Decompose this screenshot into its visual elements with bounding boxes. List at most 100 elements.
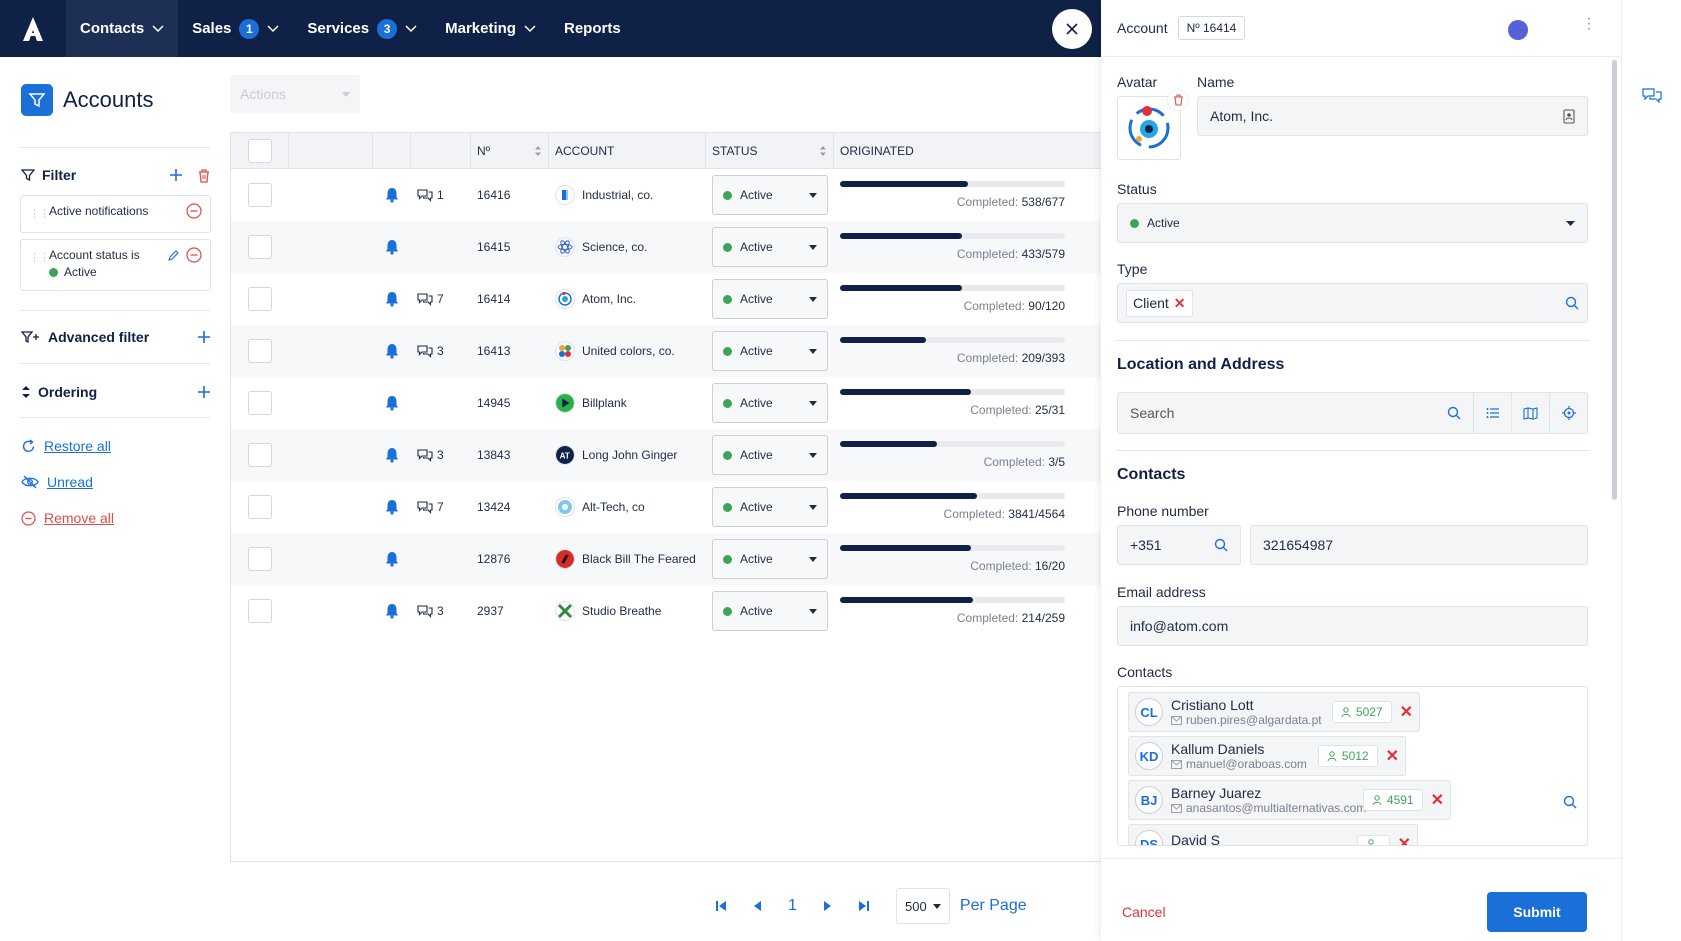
- bell-icon[interactable]: [385, 499, 399, 515]
- first-page-icon[interactable]: [715, 900, 727, 912]
- status-select[interactable]: Active: [712, 331, 828, 371]
- status-select[interactable]: Active: [712, 539, 828, 579]
- row-checkbox[interactable]: [248, 599, 272, 623]
- header-originated[interactable]: ORIGINATED: [834, 133, 1100, 169]
- remove-circle-icon[interactable]: [186, 203, 202, 219]
- drag-handle-icon[interactable]: ⋮⋮: [29, 208, 50, 220]
- bell-icon[interactable]: [385, 447, 399, 463]
- table-row[interactable]: 3 16413 United colors, co. Active Comple…: [231, 325, 1101, 377]
- ordering-row[interactable]: Ordering: [21, 384, 211, 400]
- list-icon[interactable]: [1473, 393, 1511, 433]
- row-checkbox[interactable]: [248, 339, 272, 363]
- locate-icon[interactable]: [1549, 393, 1587, 433]
- account-cell[interactable]: Black Bill The Feared: [549, 533, 706, 585]
- bell-icon[interactable]: [385, 239, 399, 255]
- sort-icon[interactable]: [534, 145, 542, 157]
- status-select[interactable]: Active: [712, 227, 828, 267]
- comments-cell[interactable]: [411, 221, 471, 273]
- edit-pencil-icon[interactable]: [167, 249, 180, 262]
- bell-icon[interactable]: [385, 603, 399, 619]
- header-no[interactable]: Nº: [471, 133, 549, 169]
- contacts-list[interactable]: CL Cristiano Lott ruben.pires@algardata.…: [1117, 686, 1588, 846]
- add-ordering-button[interactable]: [197, 385, 211, 399]
- user-avatar[interactable]: [1508, 20, 1528, 40]
- table-row[interactable]: 3 2937 Studio Breathe Active Completed: …: [231, 585, 1101, 637]
- account-cell[interactable]: United colors, co.: [549, 325, 706, 377]
- next-page-icon[interactable]: [823, 900, 832, 912]
- table-row[interactable]: 1 16416 Industrial, co. Active Completed…: [231, 169, 1101, 221]
- actions-dropdown[interactable]: Actions: [230, 75, 360, 113]
- table-row[interactable]: 12876 Black Bill The Feared Active Compl…: [231, 533, 1101, 585]
- comments-cell[interactable]: 7: [411, 481, 471, 533]
- account-cell[interactable]: AT Long John Ginger: [549, 429, 706, 481]
- phone-code-select[interactable]: +351: [1117, 525, 1241, 565]
- comments-cell[interactable]: [411, 533, 471, 585]
- type-tag[interactable]: Client ✕: [1126, 289, 1193, 317]
- prev-page-icon[interactable]: [753, 900, 762, 912]
- bell-icon[interactable]: [385, 291, 399, 307]
- email-input[interactable]: info@atom.com: [1117, 606, 1588, 646]
- status-select[interactable]: Active: [712, 383, 828, 423]
- address-search[interactable]: Search: [1117, 392, 1588, 434]
- search-icon[interactable]: [1565, 296, 1579, 310]
- comments-cell[interactable]: [411, 377, 471, 429]
- chat-icon[interactable]: [1642, 87, 1662, 105]
- remove-contact-icon[interactable]: ✕: [1430, 792, 1444, 809]
- row-checkbox[interactable]: [248, 547, 272, 571]
- row-checkbox[interactable]: [248, 495, 272, 519]
- kebab-menu-icon[interactable]: ⋮: [1582, 15, 1596, 31]
- add-filter-button[interactable]: [169, 168, 183, 182]
- drag-handle-icon[interactable]: ⋮⋮: [29, 252, 50, 264]
- search-icon[interactable]: [1563, 795, 1577, 809]
- nav-sales[interactable]: Sales 1: [178, 0, 293, 57]
- filter-chip-status[interactable]: ⋮⋮ Account status is Active: [20, 239, 211, 291]
- comments-cell[interactable]: 3: [411, 585, 471, 637]
- table-row[interactable]: 16415 Science, co. Active Completed: 433…: [231, 221, 1101, 273]
- account-cell[interactable]: Science, co.: [549, 221, 706, 273]
- status-select[interactable]: Active: [712, 279, 828, 319]
- search-icon[interactable]: [1435, 393, 1473, 433]
- comments-cell[interactable]: 3: [411, 325, 471, 377]
- table-row[interactable]: 7 16414 Atom, Inc. Active Completed: 90/…: [231, 273, 1101, 325]
- account-cell[interactable]: Atom, Inc.: [549, 273, 706, 325]
- avatar-image[interactable]: [1117, 96, 1181, 160]
- contact-card[interactable]: CL Cristiano Lott ruben.pires@algardata.…: [1128, 692, 1420, 732]
- status-select[interactable]: Active: [1117, 203, 1588, 243]
- app-logo-icon[interactable]: [0, 0, 66, 57]
- close-drawer-button[interactable]: [1052, 9, 1092, 49]
- last-page-icon[interactable]: [858, 900, 870, 912]
- status-select[interactable]: Active: [712, 435, 828, 475]
- nav-contacts[interactable]: Contacts: [66, 0, 179, 57]
- contact-card[interactable]: KD Kallum Daniels manuel@oraboas.com 501…: [1128, 736, 1406, 776]
- header-status[interactable]: STATUS: [706, 133, 834, 169]
- name-input[interactable]: Atom, Inc.: [1197, 96, 1588, 136]
- type-multiselect[interactable]: Client ✕: [1117, 283, 1588, 323]
- submit-button[interactable]: Submit: [1487, 892, 1587, 932]
- nav-services[interactable]: Services 3: [293, 0, 431, 57]
- restore-all-link[interactable]: Restore all: [21, 438, 111, 454]
- cancel-button[interactable]: Cancel: [1122, 904, 1166, 920]
- remove-contact-icon[interactable]: ✕: [1399, 704, 1413, 721]
- account-cell[interactable]: Studio Breathe: [549, 585, 706, 637]
- phone-number-input[interactable]: 321654987: [1250, 525, 1588, 565]
- select-all-checkbox[interactable]: [247, 139, 272, 163]
- status-select[interactable]: Active: [712, 591, 828, 631]
- unread-link[interactable]: Unread: [21, 474, 93, 490]
- advanced-filter-row[interactable]: Advanced filter: [21, 329, 211, 345]
- drawer-scrollbar[interactable]: [1612, 60, 1617, 500]
- row-checkbox[interactable]: [248, 183, 272, 207]
- nav-reports[interactable]: Reports: [550, 0, 635, 57]
- status-select[interactable]: Active: [712, 175, 828, 215]
- remove-circle-icon[interactable]: [186, 247, 202, 263]
- table-row[interactable]: 14945 Billplank Active Completed: 25/31: [231, 377, 1101, 429]
- filter-chip-notifications[interactable]: ⋮⋮ Active notifications: [20, 195, 211, 233]
- map-icon[interactable]: [1511, 393, 1549, 433]
- table-row[interactable]: 3 13843 AT Long John Ginger Active Compl…: [231, 429, 1101, 481]
- account-cell[interactable]: Industrial, co.: [549, 169, 706, 221]
- comments-cell[interactable]: 1: [411, 169, 471, 221]
- account-cell[interactable]: Alt-Tech, co: [549, 481, 706, 533]
- remove-tag-icon[interactable]: ✕: [1173, 294, 1186, 311]
- contact-card[interactable]: BJ Barney Juarez anasantos@multialternat…: [1128, 780, 1451, 820]
- comments-cell[interactable]: 3: [411, 429, 471, 481]
- header-account[interactable]: ACCOUNT: [549, 133, 706, 169]
